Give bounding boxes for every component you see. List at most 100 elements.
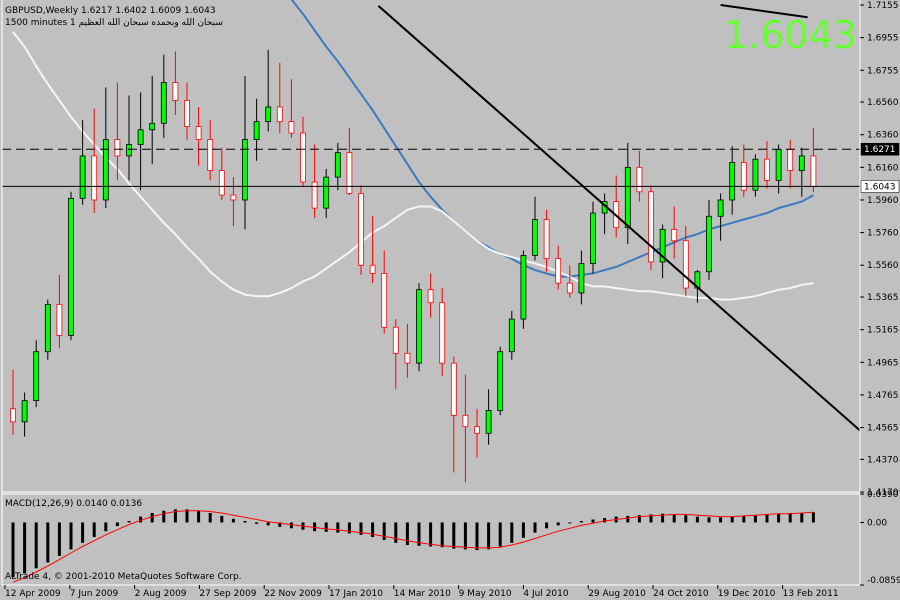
candles (10, 49, 817, 483)
price-tick-label: 1.6160 (867, 163, 899, 173)
macd-bar (336, 522, 340, 533)
candle (729, 146, 736, 215)
candle (137, 92, 144, 191)
macd-bar (521, 522, 525, 538)
macd-bar (289, 522, 293, 529)
candle-body (68, 197, 74, 336)
candle-body (682, 240, 689, 289)
price-level-tag (860, 142, 900, 156)
candle (508, 310, 515, 360)
macd-bar (359, 522, 363, 535)
macd-bar (208, 512, 212, 523)
candle (485, 389, 492, 445)
candle-body (659, 228, 666, 263)
candle-body (149, 122, 156, 131)
macd-bar (719, 517, 723, 523)
price-tick-label: 1.5760 (867, 229, 899, 239)
candle (253, 98, 260, 161)
time-tick-label: 17 Jan 2010 (329, 589, 383, 599)
candle (184, 82, 190, 140)
macd-signal-line (12, 510, 814, 583)
candle-body (184, 100, 190, 127)
macd-bar (510, 522, 514, 543)
price-tick-label: 1.4170 (867, 488, 899, 498)
macd-bar (46, 522, 50, 563)
trendline-upper-segment[interactable] (720, 4, 808, 19)
candle (740, 144, 747, 197)
time-tick-label: 2 Aug 2009 (135, 589, 187, 599)
macd-bar (324, 522, 328, 532)
trendline-line[interactable] (377, 5, 861, 432)
macd-tick-label: 0.00 (867, 518, 887, 528)
candle (717, 193, 724, 241)
macd-bar (695, 516, 699, 523)
time-tick-label: 22 Nov 2009 (264, 589, 322, 599)
candle (752, 154, 759, 197)
chart-header: GBPUSD,Weekly 1.6217 1.6402 1.6009 1.604… (5, 6, 216, 16)
candle-body (346, 152, 353, 194)
candle (648, 185, 654, 271)
candle-body (33, 351, 40, 402)
candle (102, 87, 109, 209)
candle-body (242, 139, 248, 201)
macd-label: MACD(12,26,9) 0.0140 0.0136 (5, 499, 142, 509)
candle-body (358, 193, 364, 266)
candle (381, 250, 388, 334)
macd-bar (579, 520, 583, 523)
candle-body (566, 282, 573, 294)
candle (474, 408, 480, 458)
macd-bar (371, 522, 375, 538)
candle-body (555, 258, 562, 284)
macd-bar (498, 522, 502, 547)
candle-body (497, 351, 504, 411)
macd-bar (777, 513, 781, 523)
candle-body (311, 181, 318, 209)
price-level-label: 1.6271 (864, 145, 896, 155)
trendline (377, 4, 861, 432)
candle-body (717, 199, 724, 217)
candle-body (508, 318, 515, 353)
time-tick-label: 27 Sep 2009 (199, 589, 256, 599)
candle-body (207, 139, 214, 171)
candle-body (798, 155, 805, 171)
candle (543, 209, 550, 272)
candle-body (764, 158, 770, 181)
macd-bar (34, 522, 38, 569)
candle-body (520, 255, 527, 320)
price-tick-label: 1.4965 (867, 358, 899, 368)
candle (160, 54, 167, 138)
macd-bar (394, 522, 398, 543)
time-tick-label: 13 Feb 2011 (783, 589, 839, 599)
macd-bar (707, 517, 711, 523)
macd-bar (661, 513, 665, 523)
price-tick-label: 1.6360 (867, 131, 899, 141)
macd-bar (626, 515, 630, 523)
candle-body (648, 191, 654, 263)
candle-body (787, 148, 794, 171)
candle (207, 120, 214, 181)
macd-bar (649, 514, 653, 523)
macd-bar (92, 522, 96, 538)
macd-bar (672, 514, 676, 523)
candle-body (427, 289, 434, 304)
candle-body (729, 162, 736, 201)
macd-bar (173, 509, 177, 523)
candle (404, 323, 411, 378)
candle-body (752, 158, 759, 191)
candle (706, 199, 712, 280)
ma-fast-line (12, 31, 814, 301)
candle-body (636, 166, 643, 193)
candle-body (253, 121, 260, 140)
time-tick-label: 29 Aug 2010 (588, 589, 646, 599)
time-tick-label: 4 Jul 2010 (523, 589, 568, 599)
candle-body (10, 408, 16, 423)
candle-body (624, 166, 631, 229)
moving-averages (12, 0, 814, 301)
macd-bar (347, 522, 351, 534)
macd-bar (11, 522, 15, 578)
candle (566, 265, 573, 298)
macd-bar (545, 522, 549, 529)
